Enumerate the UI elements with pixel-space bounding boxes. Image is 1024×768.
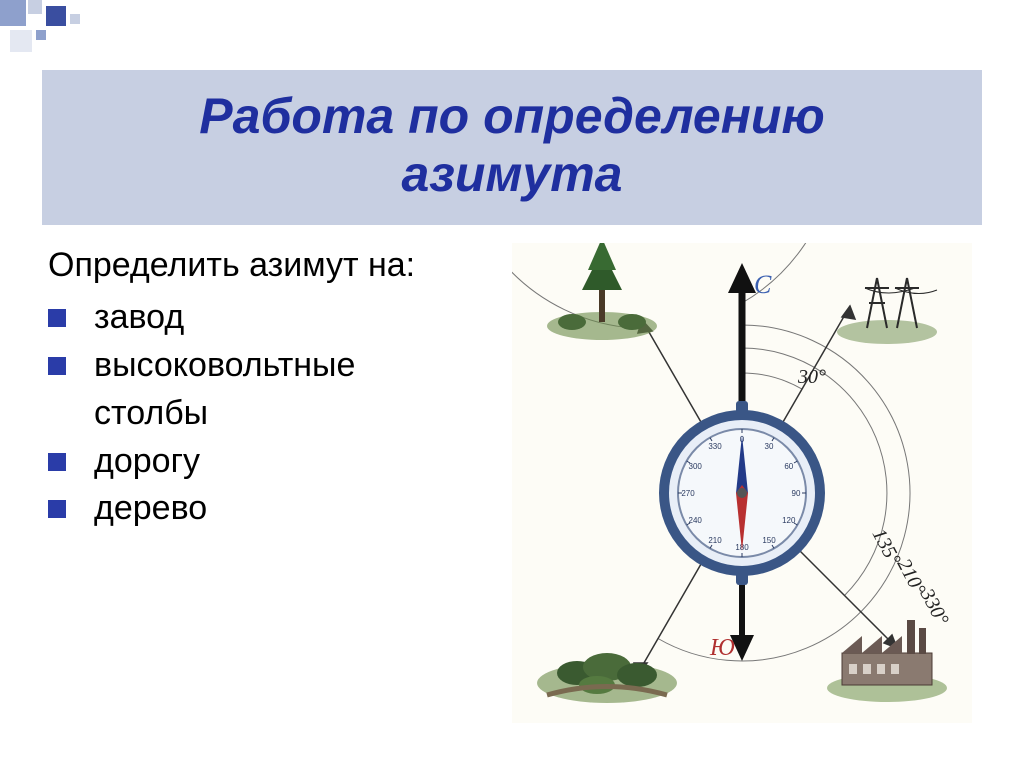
title-line1: Работа по определению xyxy=(199,88,824,144)
svg-text:150: 150 xyxy=(762,536,776,545)
title-line2: азимута xyxy=(402,146,623,202)
item-label: дерево xyxy=(94,486,207,532)
text-column: Определить азимут на: завод высоковольтн… xyxy=(48,243,508,723)
lead-text: Определить азимут на: xyxy=(48,243,508,289)
svg-text:60: 60 xyxy=(784,462,793,471)
compass-diagram: 0306090120150180210240270300330 30° 13 xyxy=(512,243,972,723)
list-item: дерево xyxy=(48,486,508,532)
bullet-icon xyxy=(48,309,66,327)
bullet-icon xyxy=(48,357,66,375)
slide: Работа по определению азимута Определить… xyxy=(0,0,1024,768)
slide-title: Работа по определению азимута xyxy=(52,88,972,203)
item-label: завод xyxy=(94,295,184,341)
south-label: Ю xyxy=(709,635,735,661)
svg-text:240: 240 xyxy=(689,516,703,525)
title-bar: Работа по определению азимута xyxy=(42,70,982,225)
bullet-list: завод высоковольтные xyxy=(48,295,508,389)
item-continuation: столбы xyxy=(48,391,508,437)
svg-text:300: 300 xyxy=(689,462,703,471)
svg-text:270: 270 xyxy=(681,489,695,498)
svg-text:330: 330 xyxy=(708,442,722,451)
list-item: завод xyxy=(48,295,508,341)
item-label: дорогу xyxy=(94,439,200,485)
content-area: Определить азимут на: завод высоковольтн… xyxy=(18,243,1006,723)
svg-text:120: 120 xyxy=(782,516,796,525)
corner-decoration xyxy=(0,0,200,70)
bullet-list: дорогу дерево xyxy=(48,439,508,533)
bullet-icon xyxy=(48,453,66,471)
svg-text:210: 210 xyxy=(708,536,722,545)
north-label: С xyxy=(754,270,772,299)
svg-text:90: 90 xyxy=(792,489,801,498)
diagram-column: 0306090120150180210240270300330 30° 13 xyxy=(508,243,976,723)
item-label: высоковольтные xyxy=(94,343,355,389)
list-item: дорогу xyxy=(48,439,508,485)
bullet-icon xyxy=(48,500,66,518)
svg-text:30: 30 xyxy=(765,442,774,451)
list-item: высоковольтные xyxy=(48,343,508,389)
label-30: 30° xyxy=(797,366,826,388)
